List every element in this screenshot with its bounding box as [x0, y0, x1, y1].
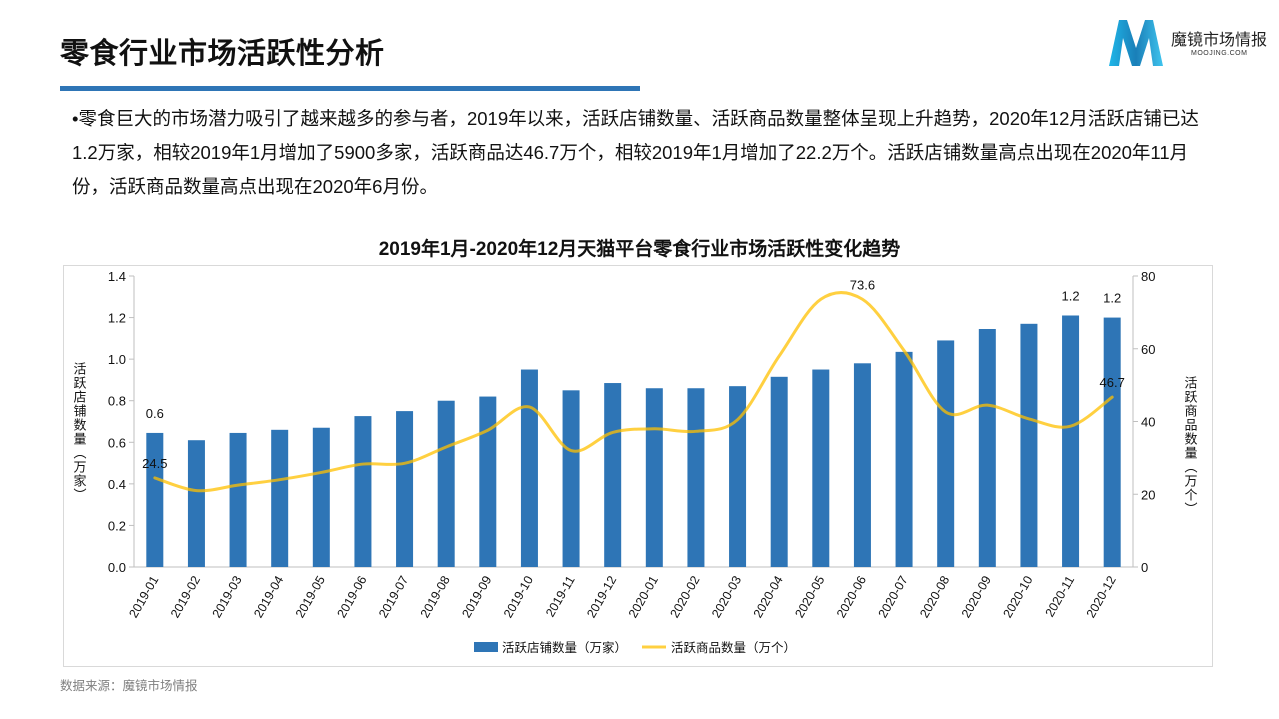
- right-tick-label: 40: [1141, 415, 1155, 430]
- bar: [562, 390, 580, 567]
- x-tick-label: 2019-07: [376, 573, 411, 620]
- x-tick-label: 2020-12: [1084, 573, 1119, 620]
- x-tick-label: 2019-12: [584, 573, 619, 620]
- x-tick-label: 2019-01: [126, 573, 161, 620]
- bar-data-label: 1.2: [1062, 288, 1080, 303]
- chart-title: 2019年1月-2020年12月天猫平台零食行业市场活跃性变化趋势: [378, 239, 901, 260]
- bar: [687, 388, 705, 567]
- x-tick-label: 2020-11: [1043, 573, 1078, 619]
- logo-m-icon: [1109, 20, 1163, 66]
- summary-paragraph: •零食巨大的市场潜力吸引了越来越多的参与者，2019年以来，活跃店铺数量、活跃商…: [72, 108, 1199, 197]
- x-tick-label: 2019-04: [251, 573, 286, 620]
- bar-data-label: 0.6: [146, 406, 164, 421]
- bar: [271, 429, 289, 567]
- right-axis-title: 活跃商品数量（万个）: [1183, 376, 1198, 516]
- x-tick-label: 2019-06: [334, 573, 369, 620]
- bar: [396, 411, 414, 567]
- bar: [312, 427, 330, 567]
- bar: [937, 340, 955, 567]
- line-data-label: 46.7: [1100, 375, 1125, 390]
- bar: [895, 351, 913, 567]
- bar: [770, 376, 788, 567]
- bar: [853, 363, 871, 567]
- legend-bar-swatch: [474, 642, 498, 652]
- right-tick-label: 60: [1141, 342, 1155, 357]
- left-tick-label: 0.4: [108, 477, 126, 492]
- x-tick-label: 2019-08: [418, 573, 453, 620]
- x-tick-label: 2020-09: [959, 573, 994, 620]
- line-data-label: 24.5: [142, 456, 167, 471]
- left-tick-label: 1.0: [108, 352, 126, 367]
- bar: [1062, 315, 1080, 567]
- bar: [1020, 323, 1038, 567]
- bar: [812, 369, 830, 567]
- bar: [1103, 317, 1121, 567]
- right-tick-label: 80: [1141, 269, 1155, 284]
- left-axis-title: 活跃店铺数量（万家）: [72, 362, 87, 502]
- bar: [479, 396, 497, 567]
- title-underline: [60, 86, 640, 91]
- x-tick-label: 2019-03: [210, 573, 245, 620]
- bar: [437, 400, 455, 567]
- left-tick-label: 1.2: [108, 311, 126, 326]
- bar-data-label: 1.2: [1103, 291, 1121, 306]
- x-tick-label: 2020-10: [1000, 573, 1035, 620]
- line-data-label: 73.6: [850, 277, 875, 292]
- x-tick-label: 2020-07: [876, 573, 911, 620]
- right-tick-label: 20: [1141, 487, 1155, 502]
- left-tick-label: 1.4: [108, 269, 126, 284]
- legend-bar-label: 活跃店铺数量（万家）: [502, 640, 627, 655]
- x-tick-label: 2020-05: [792, 573, 827, 620]
- legend-line-label: 活跃商品数量（万个）: [671, 640, 796, 655]
- logo: 魔镜市场情报 MOOJING.COM: [1105, 16, 1275, 68]
- x-tick-label: 2019-02: [168, 573, 203, 620]
- x-tick-label: 2020-08: [917, 573, 952, 620]
- x-tick-label: 2019-05: [293, 573, 328, 620]
- left-tick-label: 0.6: [108, 435, 126, 450]
- data-source: 数据来源：魔镜市场情报: [60, 679, 198, 693]
- bar: [229, 432, 247, 567]
- bar: [146, 432, 164, 567]
- bar: [354, 416, 372, 567]
- bar: [187, 440, 205, 567]
- line-series: [153, 291, 1114, 493]
- left-tick-label: 0.8: [108, 394, 126, 409]
- x-tick-label: 2020-04: [751, 573, 786, 620]
- x-tick-label: 2020-06: [834, 573, 869, 620]
- bar: [978, 329, 996, 567]
- right-tick-label: 0: [1141, 560, 1148, 575]
- bar: [520, 369, 538, 567]
- x-tick-label: 2019-09: [459, 573, 494, 620]
- x-tick-label: 2020-01: [626, 573, 661, 620]
- bar: [645, 388, 663, 567]
- x-tick-label: 2019-10: [501, 573, 536, 620]
- x-tick-label: 2020-02: [667, 573, 702, 620]
- left-tick-label: 0.2: [108, 518, 126, 533]
- bar: [729, 386, 747, 567]
- x-tick-label: 2020-03: [709, 573, 744, 620]
- x-tick-label: 2019-11: [543, 573, 578, 619]
- chart-frame: [63, 265, 1213, 667]
- page-title: 零食行业市场活跃性分析: [60, 38, 385, 70]
- bar: [604, 383, 622, 567]
- logo-subtitle: MOOJING.COM: [1191, 50, 1248, 57]
- left-tick-label: 0.0: [108, 560, 126, 575]
- logo-name: 魔镜市场情报: [1171, 32, 1268, 49]
